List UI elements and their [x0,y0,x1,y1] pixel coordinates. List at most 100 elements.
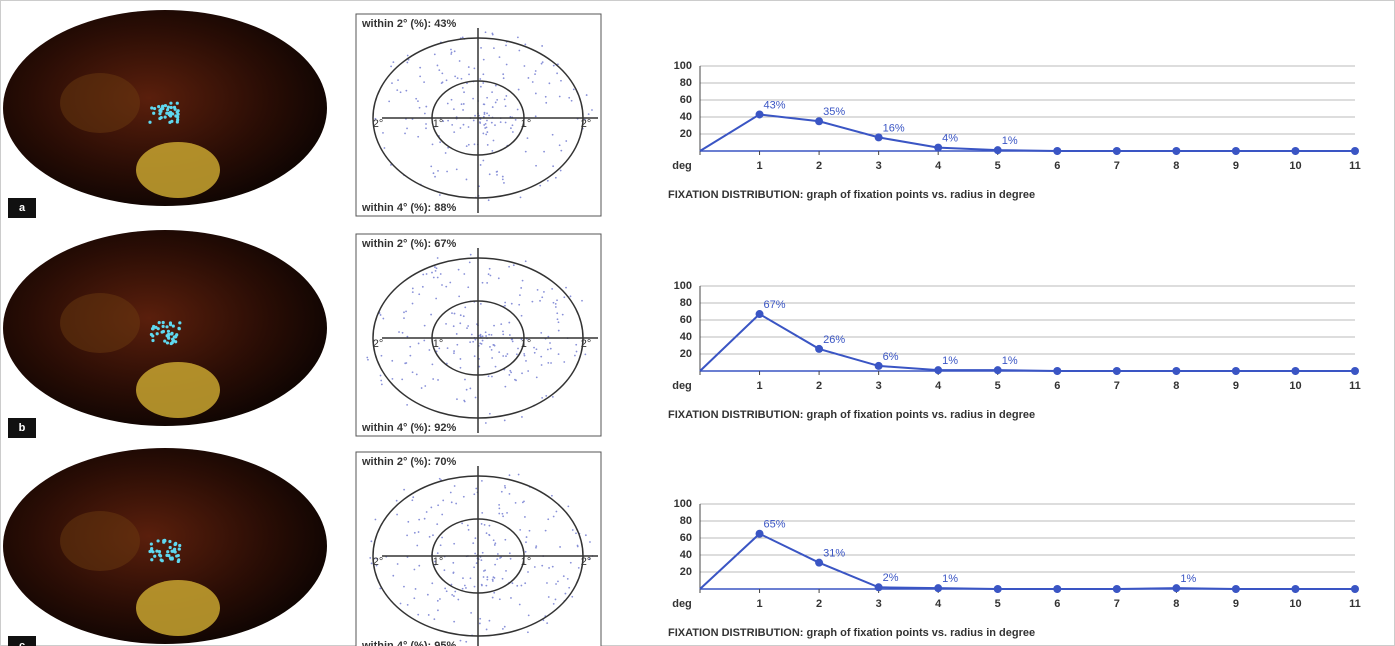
fixation-dot [463,91,465,93]
fixation-dot [413,569,415,571]
fixation-dot [491,376,493,378]
fixation-dot [512,131,514,133]
fixation-dot [493,539,495,541]
x-tick-label: 11 [1349,380,1361,392]
fixation-dot [541,397,543,399]
fundus-shade [60,73,140,133]
fixation-dot [491,150,493,152]
fixation-dot [419,67,421,69]
data-point [934,366,942,374]
fixation-dot [516,585,518,587]
fixation-dot [431,582,433,584]
inner-percent: within 2° (%): 67% [361,238,456,250]
fixation-dot [489,268,491,270]
fixation-dot [381,383,383,385]
fixation-dot [537,289,539,291]
fixation-dot [470,254,472,256]
fixation-dot [535,547,537,549]
fixation-cluster [151,327,154,330]
data-point [815,345,823,353]
fixation-dot [391,82,393,84]
fixation-dot [520,196,522,198]
fixation-dot [525,260,527,262]
value-label: 43% [764,99,786,111]
x-tick-label: 7 [1114,598,1120,610]
fixation-dot [509,370,511,372]
fixation-dot [504,305,506,307]
fixation-cluster [155,550,158,553]
fixation-dot [440,273,442,275]
x-tick-label: 10 [1289,598,1301,610]
fixation-dot [461,78,463,80]
fixation-dot [422,274,424,276]
fixation-cluster [158,321,161,324]
data-point [756,310,764,318]
fixation-dot [521,416,523,418]
fixation-dot [462,588,464,590]
fixation-dot [403,317,405,319]
fixation-dot [502,73,504,75]
fixation-dot [551,495,553,497]
panel-label: b [19,422,26,434]
value-label: 26% [823,334,845,346]
fixation-dot [382,132,384,134]
fixation-dot [485,422,487,424]
fixation-dot [581,300,583,302]
fixation-dot [366,357,368,359]
fixation-dot [533,347,535,349]
fixation-dot [419,107,421,109]
fixation-cluster [178,547,181,550]
data-point [1232,585,1240,593]
fixation-cluster [172,339,175,342]
fixation-dot [575,532,577,534]
fixation-dot [574,355,576,357]
fixation-dot [453,543,455,545]
fixation-dot [570,295,572,297]
fixation-dot [479,618,481,620]
fixation-dot [380,380,382,382]
fixation-dot [493,140,495,142]
fixation-dot [558,321,560,323]
fixation-dot [494,564,496,566]
fixation-dot [488,273,490,275]
fixation-dot [512,341,514,343]
fixation-dot [570,562,572,564]
fixation-dot [525,151,527,153]
outer-percent: within 4° (%): 88% [361,202,456,214]
value-label: 35% [823,106,845,118]
y-tick-label: 60 [680,532,692,544]
fixation-dot [369,557,371,559]
fixation-dot [456,333,458,335]
fixation-cluster [177,109,180,112]
fixation-dot [482,335,484,337]
y-tick-label: 60 [680,314,692,326]
fixation-dot [396,500,398,502]
fixation-dot [403,489,405,491]
fixation-dot [547,362,549,364]
fixation-dot [567,505,569,507]
fixation-dot [560,80,562,82]
fixation-dot [431,272,433,274]
x-tick-label: 10 [1289,160,1301,172]
fixation-cluster [148,121,151,124]
fixation-dot [450,49,452,51]
fixation-dot [447,103,449,105]
fixation-dot [464,585,466,587]
y-tick-label: 40 [680,549,692,561]
fixation-dot [425,127,427,129]
value-label: 31% [823,548,845,560]
fixation-dot [584,353,586,355]
fixation-dot [425,123,427,125]
caption: FIXATION DISTRIBUTION: graph of fixation… [668,627,1035,639]
fixation-dot [482,82,484,84]
caption: FIXATION DISTRIBUTION: graph of fixation… [668,409,1035,421]
fixation-dot [439,598,441,600]
fixation-dot [550,362,552,364]
value-label: 1% [1002,355,1018,367]
fixation-dot [480,559,482,561]
fixation-dot [468,144,470,146]
data-point [1053,585,1061,593]
fixation-cluster [150,558,153,561]
fixation-dot [486,120,488,122]
fixation-dot [565,140,567,142]
